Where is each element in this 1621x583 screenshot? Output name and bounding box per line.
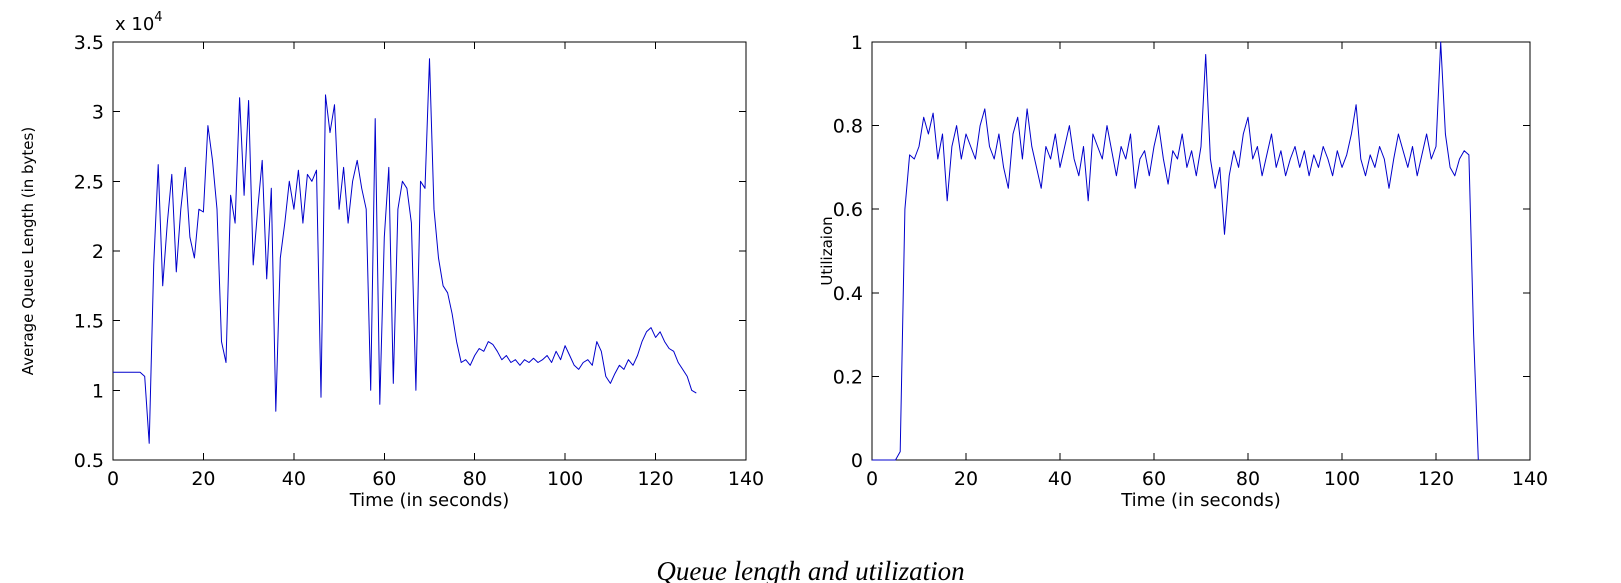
plot-border bbox=[871, 41, 1531, 461]
y-tick-label: 0.5 bbox=[74, 450, 104, 472]
utilization-chart-canvas: 0 20 40 60 80 100 120 140 0 0.2 0.4 0.6 0.8 1 Time (in… bbox=[818, 32, 1548, 511]
queue-length-chart: 0 20 40 60 80 100 120 140 0.5 1 1.5 2 2.5 3 3.5 Time (i… bbox=[8, 2, 808, 522]
x-tick-label: 20 bbox=[954, 468, 978, 490]
y-tick-label: 2 bbox=[92, 241, 104, 263]
x-tick-label: 40 bbox=[282, 468, 306, 490]
series-line bbox=[113, 58, 697, 444]
utilization-chart: 0 20 40 60 80 100 120 140 0 0.2 0.4 0.6 0.8 1 Time (in… bbox=[818, 2, 1608, 522]
x-axis-label: Time (in seconds) bbox=[349, 490, 510, 511]
y-tick-label: 0.2 bbox=[833, 366, 863, 388]
y-tick-label: 1 bbox=[851, 32, 863, 54]
y-tick-label: 0.6 bbox=[833, 199, 863, 221]
x-tick-label: 80 bbox=[463, 468, 487, 490]
series-line bbox=[872, 41, 1479, 461]
x-tick-label: 80 bbox=[1236, 468, 1260, 490]
x-tick-label: 120 bbox=[1418, 468, 1454, 490]
y-tick-label: 0.8 bbox=[833, 116, 863, 138]
y-tick-label: 0 bbox=[851, 450, 863, 472]
x-tick-label: 100 bbox=[1324, 468, 1360, 490]
x-tick-label: 40 bbox=[1048, 468, 1072, 490]
y-tick-label: 3 bbox=[92, 102, 104, 124]
y-tick-label: 1 bbox=[92, 380, 104, 402]
x-tick-label: 60 bbox=[1142, 468, 1166, 490]
plot-border bbox=[112, 41, 747, 461]
figure-caption: Queue length and utilization bbox=[656, 556, 965, 583]
x-tick-label: 100 bbox=[547, 468, 583, 490]
x-axis-label: Time (in seconds) bbox=[1120, 490, 1281, 511]
y-axis-label: Utilizaion bbox=[818, 216, 836, 285]
queue-length-chart-canvas: 0 20 40 60 80 100 120 140 0.5 1 1.5 2 2.5 3 3.5 Time (i… bbox=[19, 10, 764, 511]
x-tick-label: 140 bbox=[728, 468, 764, 490]
y-tick-label: 2.5 bbox=[74, 171, 104, 193]
y-tick-label: 0.4 bbox=[833, 283, 863, 305]
x-tick-label: 0 bbox=[107, 468, 119, 490]
x-tick-label: 60 bbox=[372, 468, 396, 490]
x-tick-label: 0 bbox=[866, 468, 878, 490]
x-tick-label: 120 bbox=[637, 468, 673, 490]
x-tick-label: 20 bbox=[191, 468, 215, 490]
y-tick-label: 1.5 bbox=[74, 311, 104, 333]
y-axis-label: Average Queue Length (in bytes) bbox=[19, 127, 37, 375]
y-scale-label: x 104 bbox=[115, 10, 163, 35]
x-tick-label: 140 bbox=[1512, 468, 1548, 490]
y-tick-label: 3.5 bbox=[74, 32, 104, 54]
